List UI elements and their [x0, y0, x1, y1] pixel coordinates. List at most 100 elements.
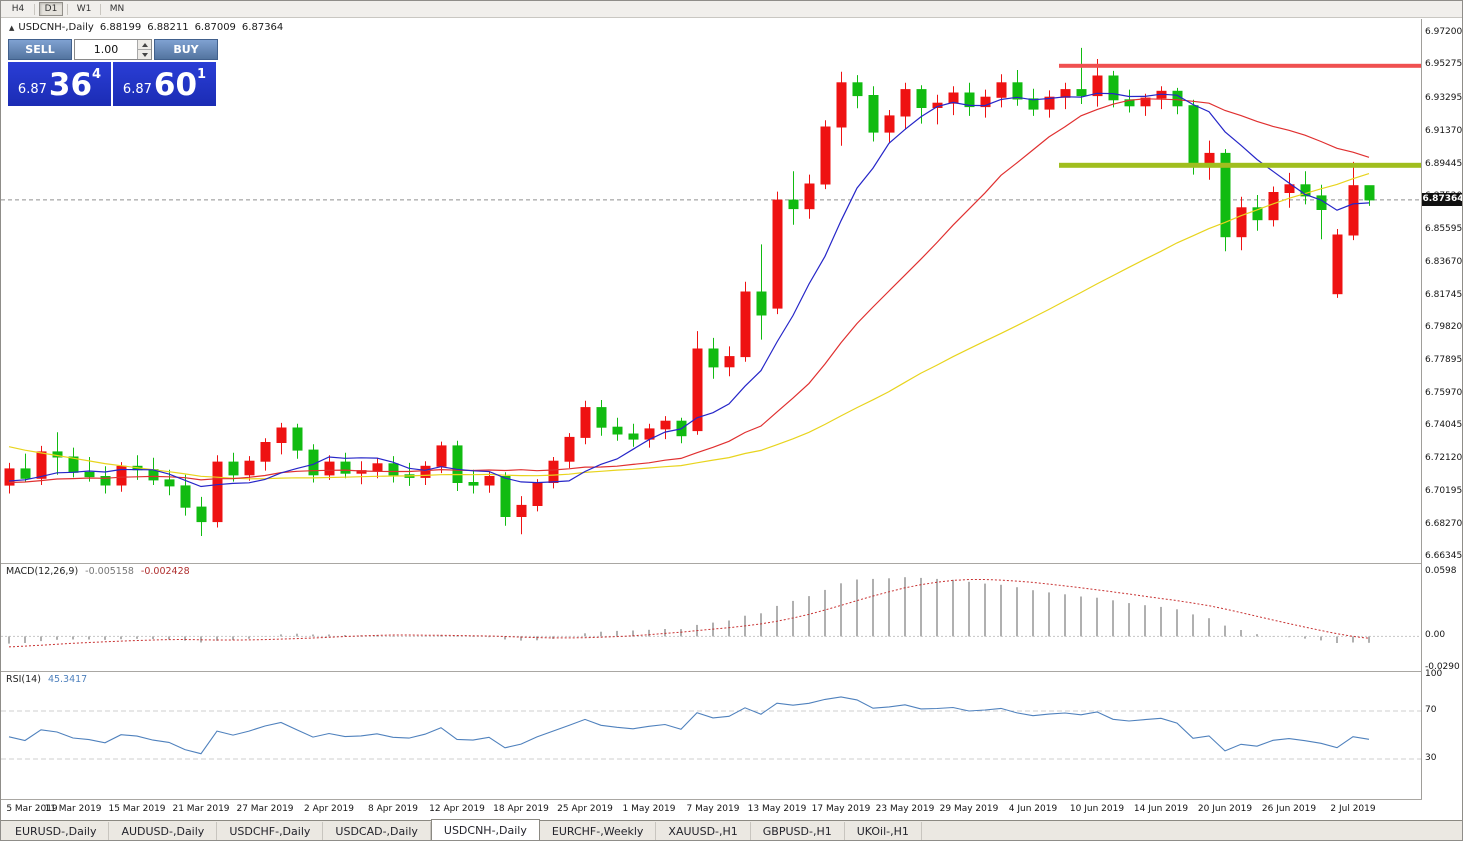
timeframe-button-w1[interactable]: W1: [76, 4, 92, 14]
tab-eurchf-weekly[interactable]: EURCHF-,Weekly: [540, 822, 657, 840]
axis-separator: [1421, 19, 1422, 799]
timeframe-button-mn[interactable]: MN: [109, 4, 125, 14]
date-axis[interactable]: 5 Mar 2019 11 Mar 2019 15 Mar 2019 21 Mar 2…: [1, 799, 1422, 820]
price-axis-label: 6.93295: [1425, 93, 1463, 103]
ma-45-line: [8, 173, 1370, 480]
date-axis-label: 17 May 2019: [811, 804, 871, 814]
sell-price-pips: 36: [48, 67, 93, 103]
rsi-caption: RSI(14) 45.3417: [6, 674, 87, 685]
rsi-axis-label: 70: [1425, 705, 1437, 715]
buy-price-point: 1: [197, 67, 207, 82]
buy-price-major: 6.87: [122, 82, 152, 97]
buy-button[interactable]: BUY: [154, 39, 218, 60]
ma-20-line: [8, 98, 1370, 484]
macd-axis-label: 0.0598: [1425, 565, 1457, 576]
ohlc-low: 6.87009: [194, 22, 236, 33]
sell-price-point: 4: [92, 67, 102, 82]
date-axis-label: 10 Jun 2019: [1069, 804, 1125, 814]
date-axis-label: 15 Mar 2019: [108, 804, 166, 814]
macd-caption: MACD(12,26,9) -0.005158 -0.002428: [6, 566, 190, 577]
rsi-label: RSI(14): [6, 674, 41, 685]
candles-layer: [4, 47, 1375, 536]
timeframe-toolbar: H4 D1 W1 MN: [1, 1, 1462, 18]
timeframe-button-d1[interactable]: D1: [39, 2, 63, 16]
date-axis-label: 18 Apr 2019: [493, 804, 549, 814]
toolbar-separator: [34, 3, 35, 15]
date-axis-label: 2 Jul 2019: [1330, 804, 1376, 814]
price-axis-label: 6.75970: [1425, 387, 1463, 398]
tab-gbpusd-h1[interactable]: GBPUSD-,H1: [751, 822, 845, 840]
price-axis[interactable]: 6.87364 6.97200 6.95275 6.93295 6.91370 6.89…: [1422, 1, 1463, 799]
one-click-buttons-row: SELL 1.00 BUY: [8, 39, 218, 60]
price-axis-label: 6.83670: [1425, 256, 1463, 267]
chart-canvas[interactable]: [1, 1, 1421, 801]
symbol-ohlc-line: ▲ USDCNH-,Daily 6.88199 6.88211 6.87009 …: [9, 22, 289, 33]
price-axis-label: 6.89445: [1425, 158, 1463, 169]
tab-usdchf-daily[interactable]: USDCHF-,Daily: [217, 822, 324, 840]
support-line[interactable]: [1059, 162, 1421, 168]
ohlc-high: 6.88211: [147, 22, 189, 33]
date-axis-label: 14 Jun 2019: [1133, 804, 1189, 814]
macd-main-value: -0.005158: [85, 566, 134, 577]
price-axis-label: 6.72120: [1425, 453, 1463, 464]
date-axis-label: 1 May 2019: [622, 804, 676, 814]
volume-input[interactable]: 1.00: [74, 39, 152, 60]
date-axis-label: 20 Jun 2019: [1197, 804, 1253, 814]
one-click-prices-row: 6.87 36 4 6.87 60 1: [8, 62, 218, 106]
timeframe-button-h4[interactable]: H4: [11, 4, 25, 14]
sell-price-display[interactable]: 6.87 36 4: [8, 62, 111, 106]
rsi-axis-label: 30: [1425, 753, 1437, 763]
rsi-axis-label: 100: [1425, 669, 1443, 679]
volume-up-button[interactable]: [138, 40, 151, 49]
macd-signal-line: [8, 579, 1370, 648]
sell-button[interactable]: SELL: [8, 39, 72, 60]
toolbar-separator: [67, 3, 68, 15]
price-axis-label: 6.74045: [1425, 420, 1463, 431]
macd-signal-value: -0.002428: [140, 566, 190, 577]
price-axis-label: 6.97200: [1425, 26, 1463, 37]
buy-price-display[interactable]: 6.87 60 1: [113, 62, 216, 106]
sell-price-major: 6.87: [17, 82, 47, 97]
tab-usdcad-daily[interactable]: USDCAD-,Daily: [323, 822, 431, 840]
rsi-value: 45.3417: [47, 674, 88, 685]
tab-audusd-daily[interactable]: AUDUSD-,Daily: [109, 822, 218, 840]
date-axis-label: 23 May 2019: [875, 804, 935, 814]
resistance-line[interactable]: [1059, 63, 1421, 68]
macd-label: MACD(12,26,9): [6, 566, 79, 577]
date-axis-label: 25 Apr 2019: [557, 804, 613, 814]
date-axis-label: 4 Jun 2019: [1008, 804, 1058, 814]
pane-separator[interactable]: [1, 671, 1462, 672]
macd-axis-label: 0.00: [1425, 630, 1446, 641]
tab-eurusd-daily[interactable]: EURUSD-,Daily: [3, 822, 110, 840]
price-axis-label: 6.66345: [1425, 551, 1463, 562]
rsi-line: [8, 696, 1370, 755]
volume-value: 1.00: [93, 43, 119, 56]
date-axis-label: 13 May 2019: [747, 804, 807, 814]
ma-8-line: [8, 92, 1370, 488]
tab-ukoil-h1[interactable]: UKOil-,H1: [845, 822, 922, 840]
volume-spinner: [137, 40, 151, 59]
chart-shift-icon: ▲: [9, 23, 15, 32]
macd-histogram: [8, 577, 1370, 644]
price-axis-label: 6.79820: [1425, 322, 1463, 333]
macd-axis-label: -0.0290: [1425, 661, 1460, 672]
date-axis-label: 7 May 2019: [686, 804, 740, 814]
price-axis-label: 6.91370: [1425, 125, 1463, 136]
tab-usdcnh-daily[interactable]: USDCNH-,Daily: [430, 819, 540, 840]
date-axis-label: 5 Mar 2019: [6, 804, 58, 814]
toolbar-separator: [100, 3, 101, 15]
ohlc-open: 6.88199: [99, 22, 142, 33]
date-axis-label: 2 Apr 2019: [304, 804, 354, 814]
volume-down-button[interactable]: [138, 49, 151, 59]
date-axis-label: 11 Mar 2019: [44, 804, 102, 814]
current-price-tag: 6.87364: [1422, 193, 1463, 207]
price-axis-label: 6.77895: [1425, 354, 1463, 365]
buy-price-pips: 60: [153, 67, 198, 103]
pane-separator[interactable]: [1, 563, 1462, 564]
date-axis-label: 21 Mar 2019: [172, 804, 230, 814]
price-axis-label: 6.85595: [1425, 224, 1463, 234]
price-axis-label: 6.95275: [1425, 59, 1463, 70]
date-axis-label: 8 Apr 2019: [368, 804, 418, 814]
tab-xauusd-h1[interactable]: XAUUSD-,H1: [656, 822, 751, 840]
